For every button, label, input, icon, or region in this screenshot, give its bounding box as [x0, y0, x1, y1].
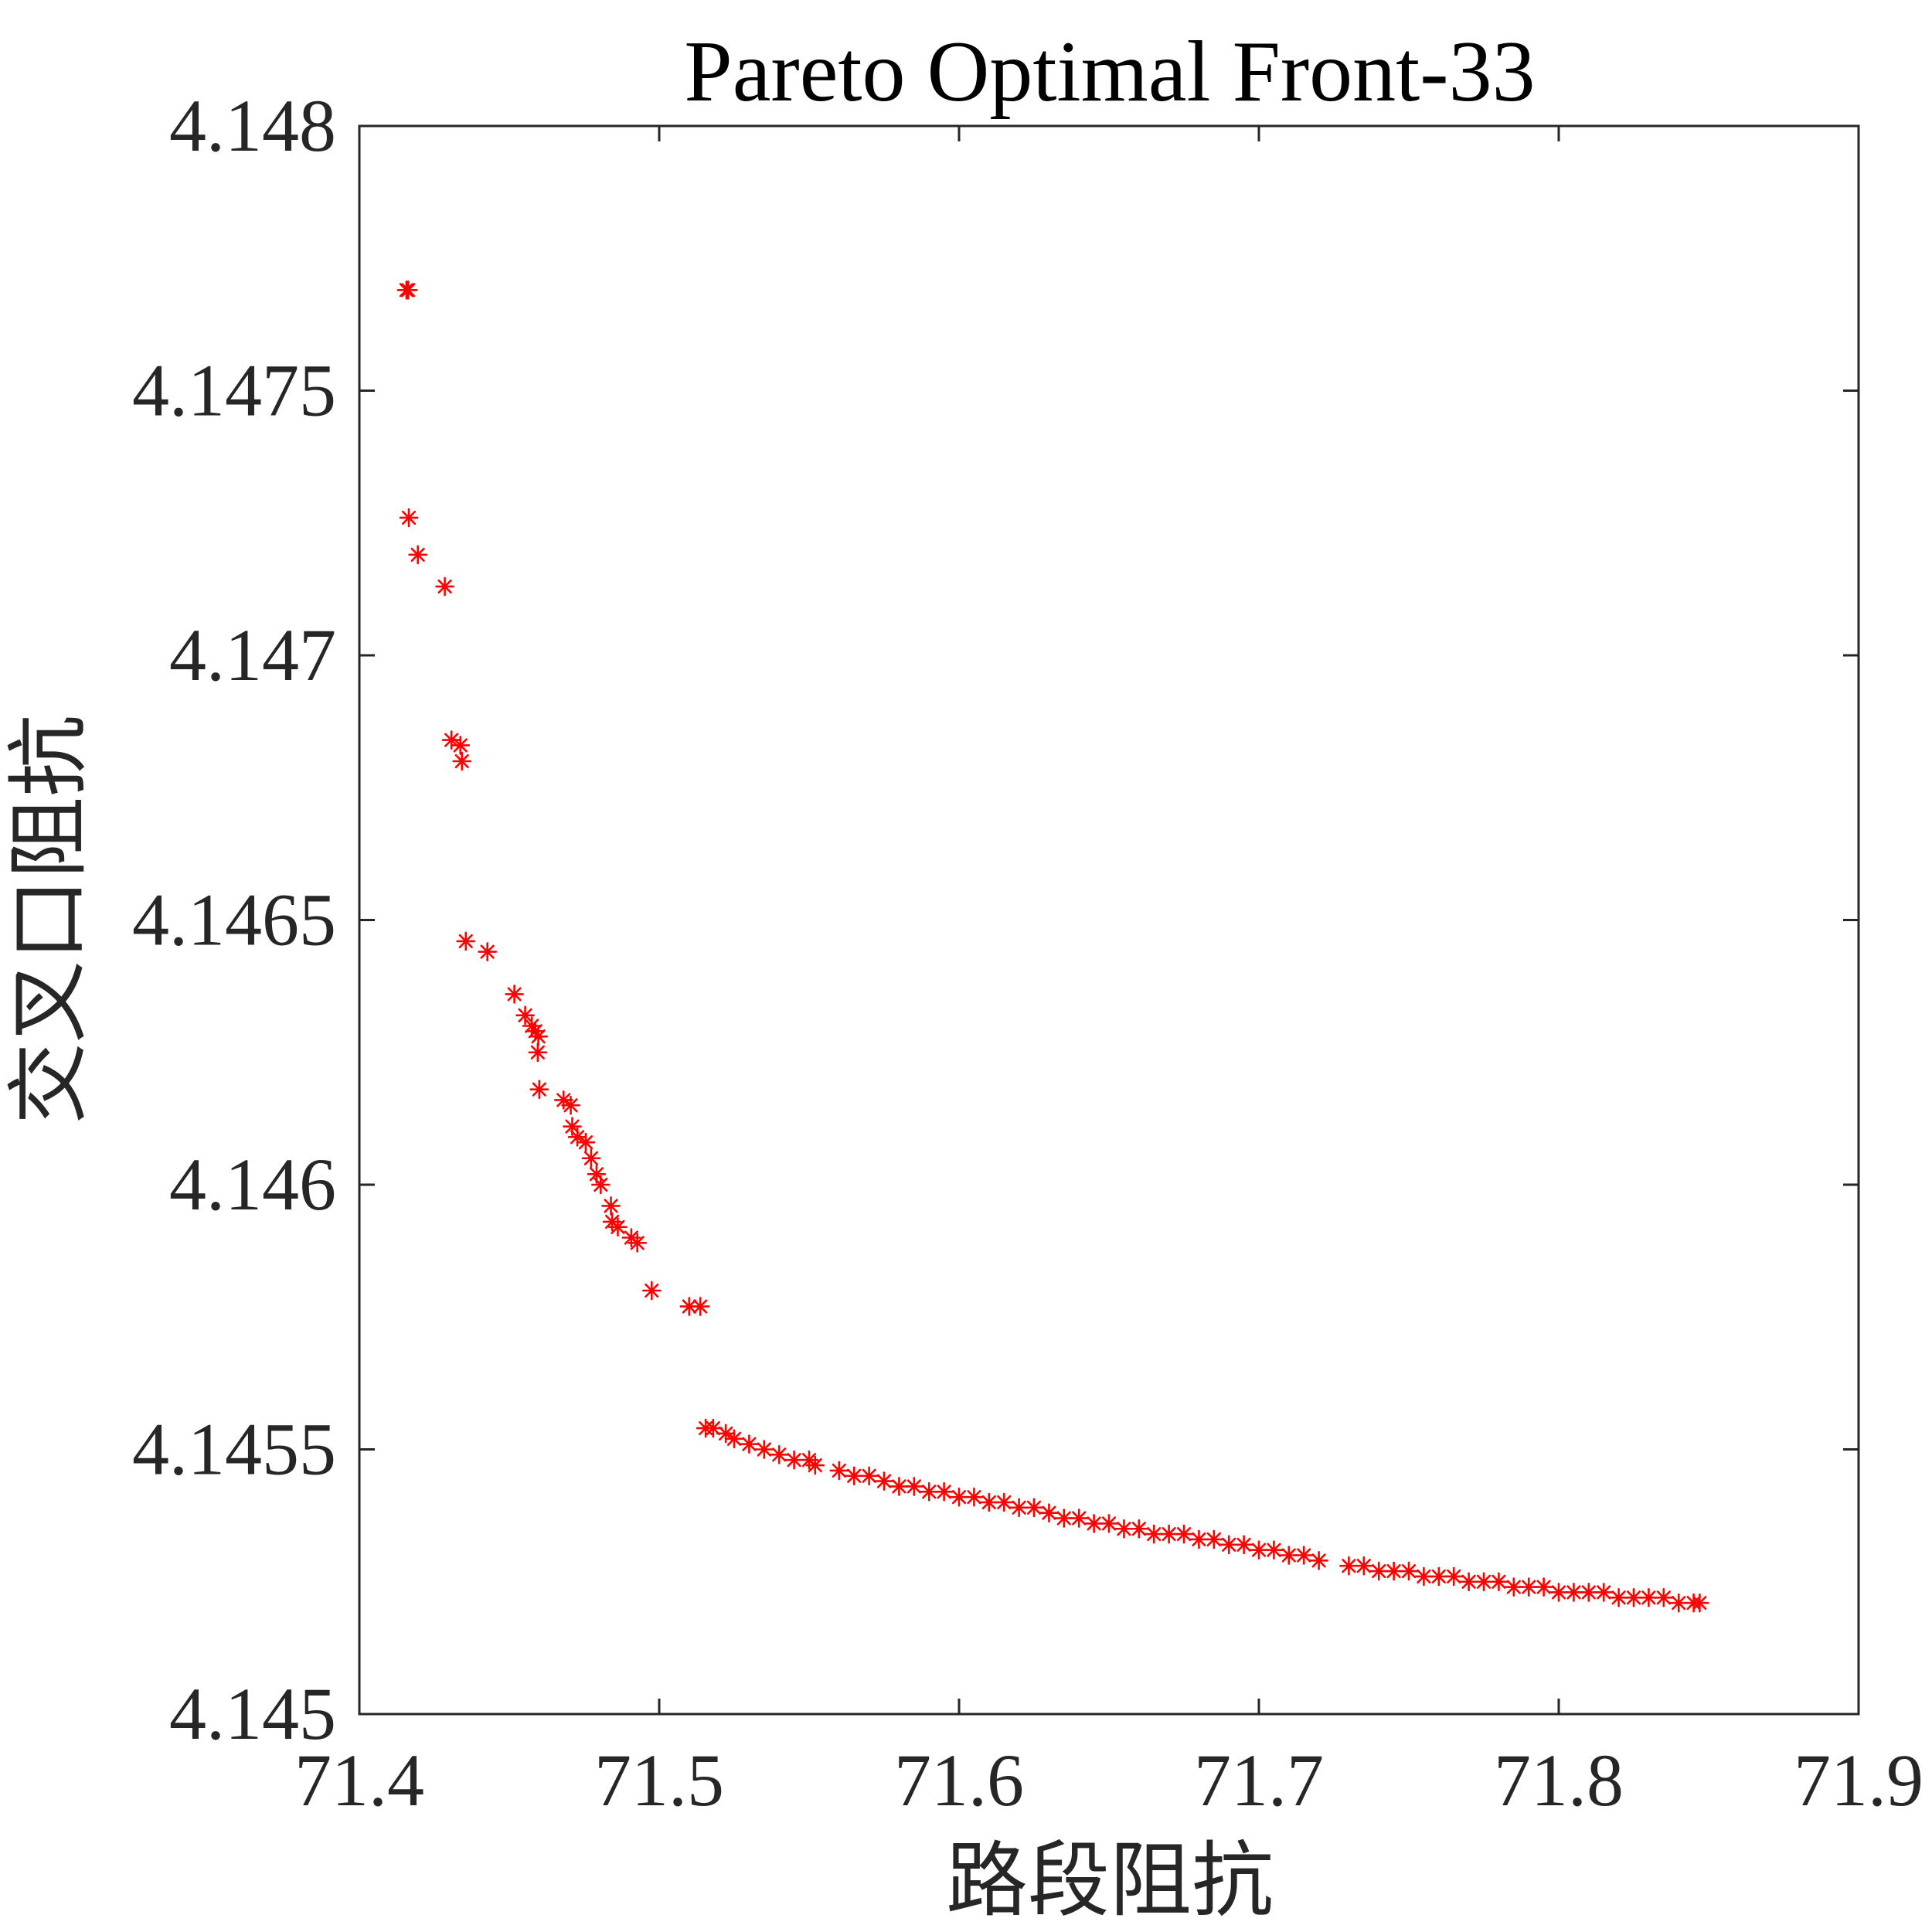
data-point	[1024, 1498, 1044, 1518]
data-point	[784, 1450, 804, 1470]
data-point	[1594, 1583, 1614, 1602]
y-tick-label: 4.1475	[132, 349, 336, 432]
data-point	[576, 1132, 596, 1152]
data-point	[408, 545, 427, 565]
data-point	[528, 1043, 548, 1063]
data-point	[608, 1217, 628, 1237]
data-point	[934, 1482, 954, 1502]
x-tick-label: 71.4	[294, 1739, 424, 1821]
data-point	[949, 1487, 969, 1507]
data-point	[679, 1297, 699, 1316]
data-point	[1204, 1529, 1224, 1549]
data-point	[561, 1095, 580, 1115]
data-point	[690, 1297, 710, 1316]
data-point	[1174, 1524, 1194, 1544]
plot-frame	[358, 124, 1860, 1716]
data-point	[1654, 1588, 1674, 1607]
x-tick-label: 71.8	[1494, 1739, 1624, 1821]
data-point	[1189, 1529, 1209, 1549]
data-point	[703, 1418, 723, 1438]
data-point	[1399, 1561, 1419, 1581]
x-axis: 71.4 71.5 71.6 71.7 71.8 71.9	[294, 126, 1923, 1821]
data-point	[456, 931, 476, 951]
x-tick-label: 71.7	[1194, 1739, 1324, 1821]
plot-area	[358, 124, 1860, 1716]
data-point	[740, 1434, 759, 1454]
x-tick-label: 71.9	[1794, 1739, 1923, 1821]
data-point	[859, 1466, 879, 1486]
data-point	[829, 1461, 849, 1481]
data-point	[529, 1080, 549, 1099]
y-tick-label: 4.146	[169, 1143, 336, 1226]
data-point	[724, 1429, 744, 1449]
data-point	[1444, 1566, 1464, 1587]
data-point	[874, 1471, 894, 1491]
data-point	[1579, 1583, 1599, 1602]
data-point	[601, 1196, 621, 1216]
data-point	[1459, 1572, 1478, 1592]
data-point	[451, 736, 471, 755]
data-point	[904, 1477, 924, 1496]
data-point	[591, 1175, 611, 1195]
y-tick-label: 4.1455	[132, 1408, 336, 1491]
data-point	[1339, 1556, 1359, 1576]
y-tick-label: 4.145	[169, 1672, 336, 1755]
data-point	[581, 1148, 601, 1168]
data-point	[1294, 1546, 1314, 1565]
data-point	[1234, 1535, 1253, 1555]
data-point	[1309, 1551, 1328, 1570]
data-point	[1534, 1577, 1553, 1597]
x-tick-label: 71.5	[594, 1739, 724, 1821]
data-point	[994, 1492, 1014, 1512]
data-point	[1354, 1556, 1374, 1576]
data-point	[398, 281, 418, 300]
data-point	[754, 1440, 774, 1459]
data-points	[396, 281, 1709, 1613]
y-tick-label: 4.148	[169, 84, 336, 167]
data-point	[1129, 1519, 1149, 1539]
data-point	[515, 1005, 535, 1026]
data-point	[1099, 1514, 1119, 1533]
data-point	[478, 942, 497, 961]
data-point	[399, 508, 419, 528]
data-point	[529, 1026, 548, 1046]
y-tick-label: 4.147	[169, 614, 336, 696]
data-point	[1249, 1540, 1269, 1560]
x-axis-label: 路段阻抗	[946, 1833, 1274, 1928]
y-axis-label: 交叉口阻抗	[2, 715, 97, 1124]
data-point	[1069, 1509, 1089, 1528]
data-point	[435, 577, 454, 597]
data-point	[641, 1281, 662, 1301]
data-point	[1039, 1503, 1059, 1522]
y-tick-label: 4.1465	[132, 879, 336, 961]
data-point	[628, 1233, 647, 1253]
data-point	[505, 985, 524, 1004]
data-point	[769, 1445, 789, 1464]
data-point	[452, 751, 471, 771]
data-point	[964, 1487, 984, 1507]
data-point	[1264, 1540, 1284, 1560]
chart-title: Pareto Optimal Front-33	[684, 24, 1535, 120]
y-axis: 4.145 4.1455 4.146 4.1465 4.147 4.1475 4.148	[132, 84, 1859, 1755]
x-tick-label: 71.6	[894, 1739, 1024, 1821]
data-point	[1624, 1588, 1644, 1607]
data-point	[1489, 1572, 1509, 1592]
data-point	[805, 1455, 825, 1475]
data-point	[1690, 1593, 1709, 1613]
